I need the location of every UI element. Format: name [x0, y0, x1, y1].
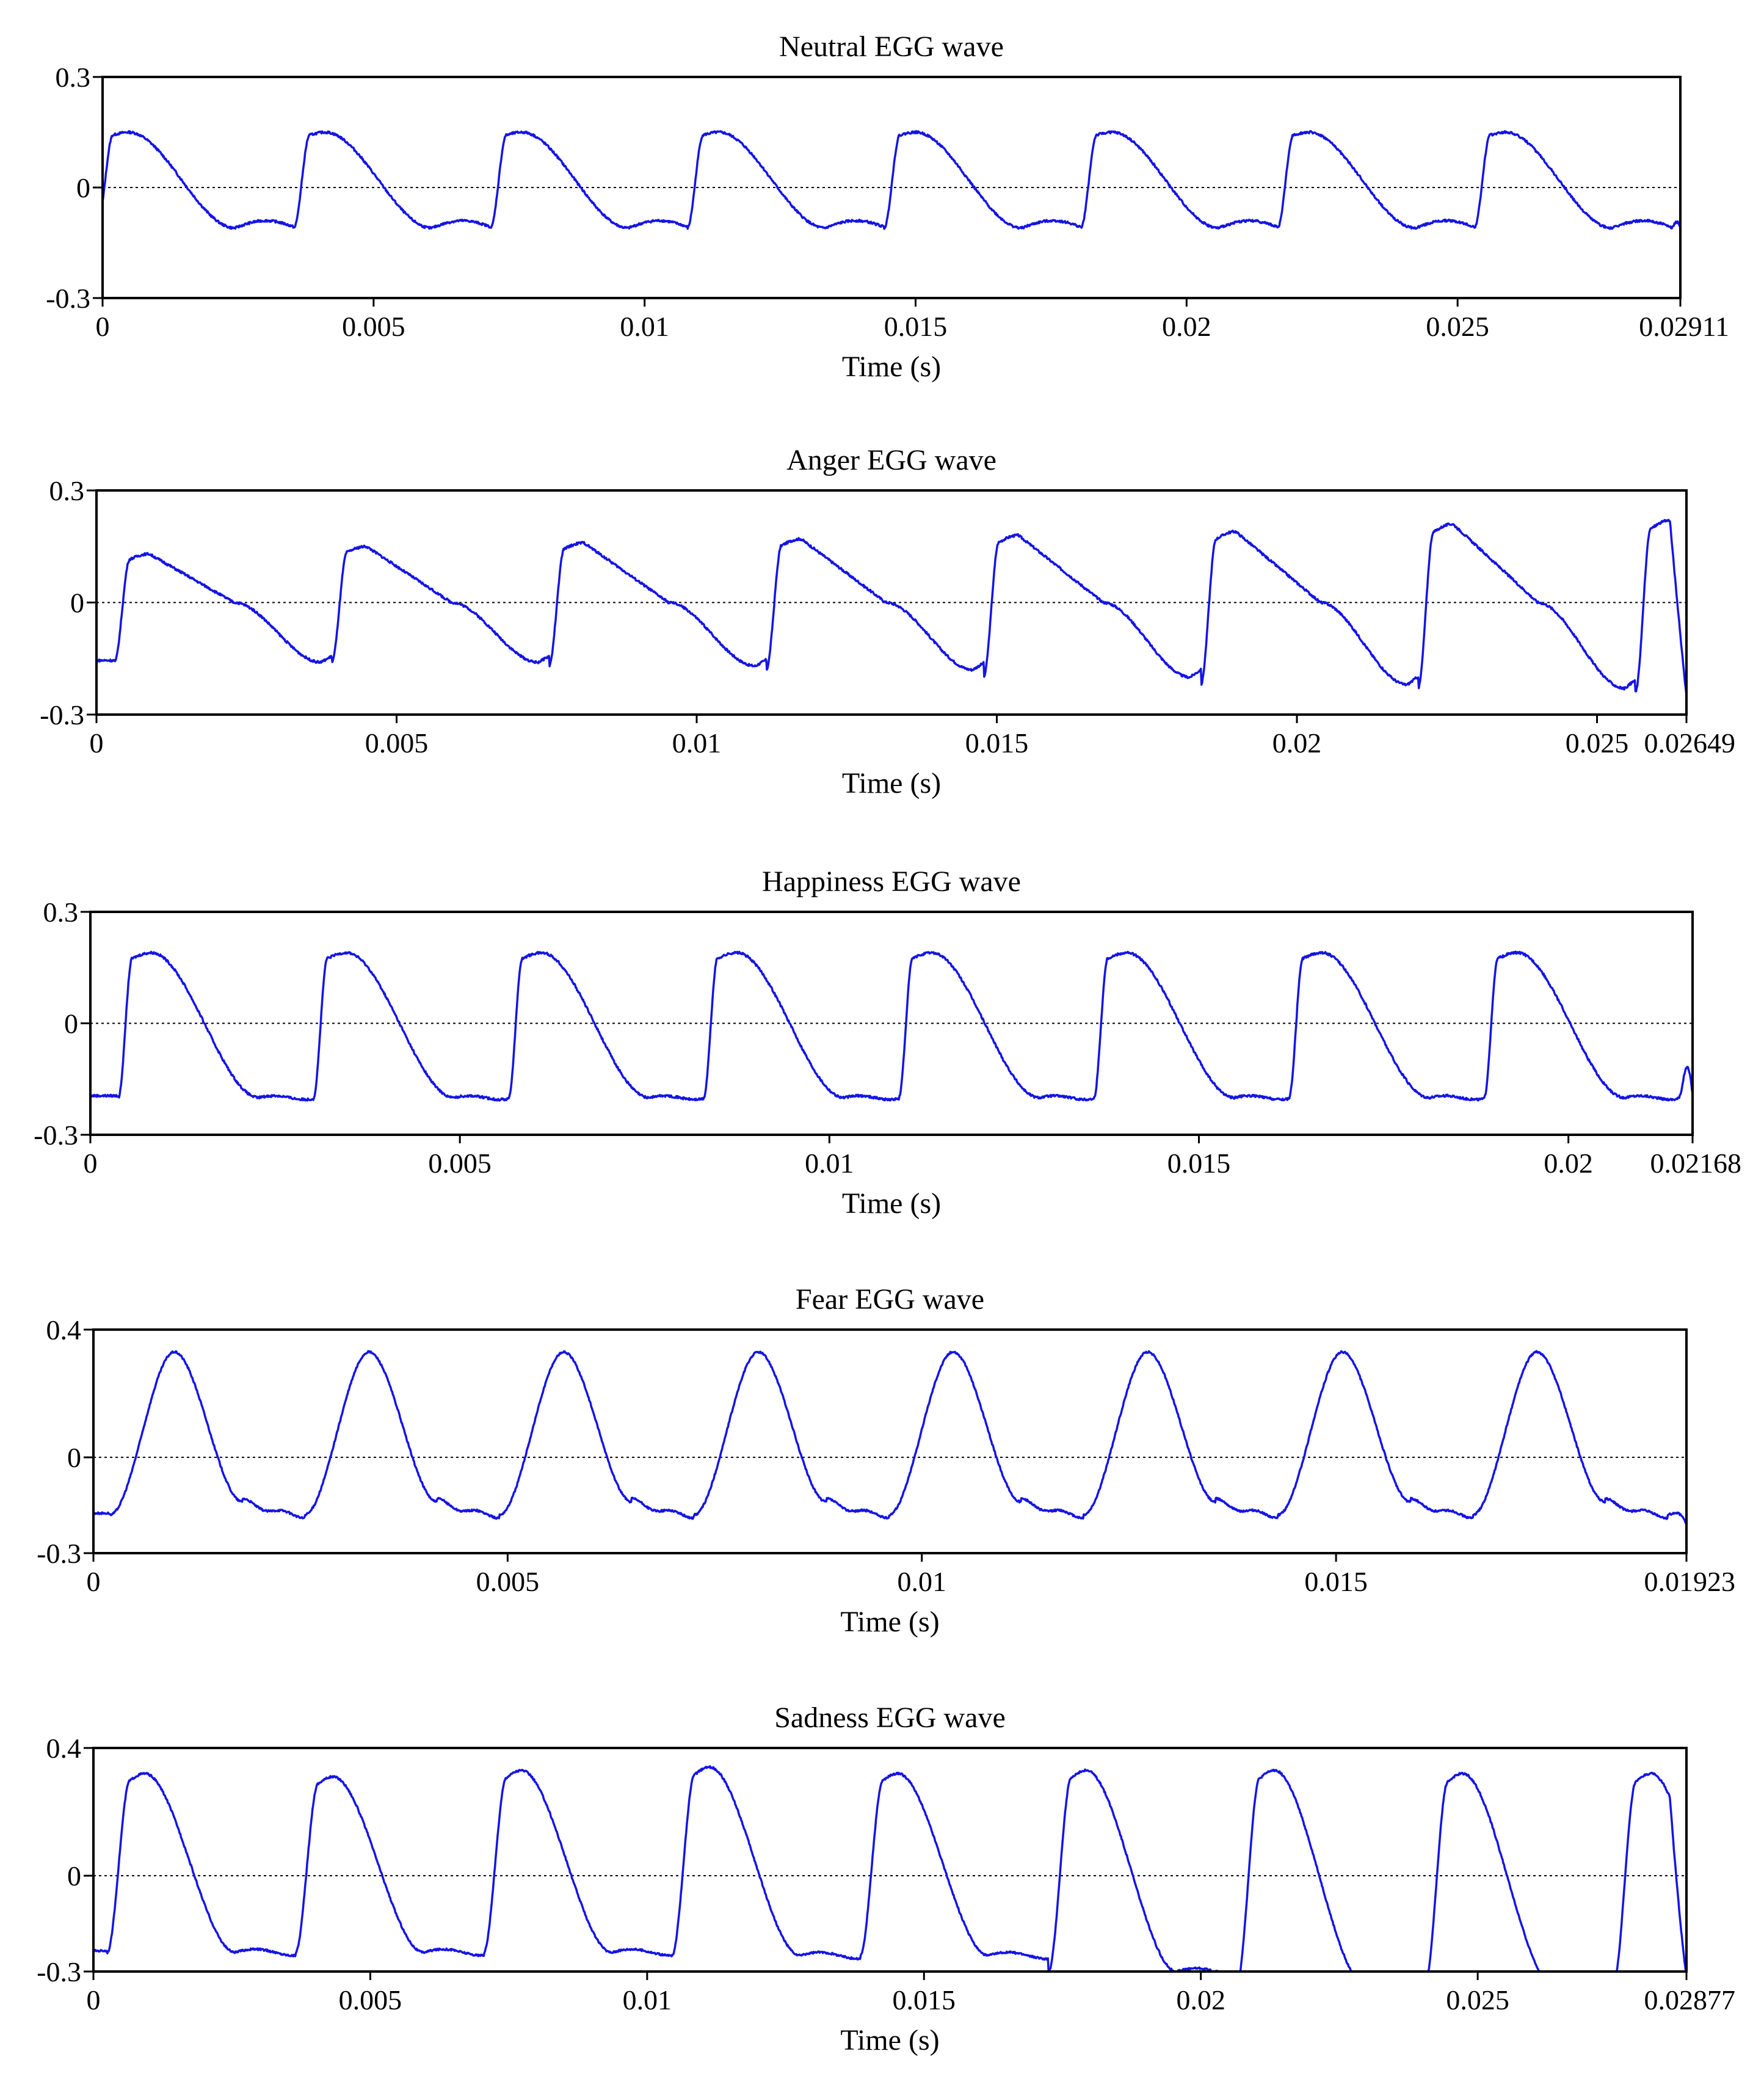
x-tick-label: 0.02: [1176, 1984, 1225, 2015]
x-tick-label: 0.02: [1162, 311, 1211, 342]
x-tick-label: 0.02168: [1650, 1148, 1742, 1179]
x-tick-label: 0.015: [884, 311, 948, 342]
x-tick-label: 0.015: [893, 1984, 956, 2015]
chart-title: Neutral EGG wave: [779, 31, 1004, 63]
x-axis-label: Time (s): [842, 767, 941, 799]
x-tick-label: 0: [84, 1148, 98, 1179]
x-tick-label: 0.015: [1167, 1148, 1231, 1179]
y-tick-label: 0: [64, 1008, 78, 1040]
waveform-line: [96, 519, 1688, 696]
x-tick-label: 0.005: [428, 1148, 492, 1179]
x-tick-label: 0.02: [1544, 1148, 1593, 1179]
y-tick-label: 0: [67, 1442, 81, 1473]
x-tick-label: 0.005: [342, 311, 405, 342]
y-tick-label: -0.3: [34, 1120, 78, 1151]
plot-frame: [89, 911, 1694, 1136]
y-tick-label: 0: [67, 1860, 81, 1892]
y-tick-label: -0.3: [40, 699, 84, 730]
x-tick-label: 0.025: [1446, 1984, 1509, 2015]
chart-title: Anger EGG wave: [786, 444, 996, 476]
waveform-line: [101, 129, 1682, 230]
x-axis-label: Time (s): [842, 351, 941, 383]
plot-frame: [92, 1747, 1688, 1973]
y-tick-label: -0.3: [46, 283, 90, 314]
x-tick-label: 0: [87, 1984, 101, 2015]
x-tick-label: 0.01: [805, 1148, 854, 1179]
x-tick-label: 0.005: [476, 1566, 540, 1597]
x-tick-label: 0.015: [965, 727, 1029, 759]
y-tick-label: 0.4: [46, 1314, 82, 1345]
x-tick-label: 0.01923: [1644, 1566, 1736, 1597]
x-tick-label: 0.005: [339, 1984, 402, 2015]
x-tick-label: 0.01: [620, 311, 669, 342]
x-tick-label: 0.01: [623, 1984, 672, 2015]
x-tick-label: 0: [90, 727, 104, 759]
y-tick-label: -0.3: [37, 1538, 81, 1569]
x-tick-label: 0.02877: [1644, 1984, 1736, 2015]
x-tick-label: 0: [96, 311, 110, 342]
y-tick-label: -0.3: [37, 1956, 81, 1987]
plot-frame: [92, 1328, 1688, 1554]
x-axis-label: Time (s): [840, 1606, 939, 1638]
x-tick-label: 0.02649: [1644, 727, 1736, 759]
y-tick-label: 0: [76, 172, 90, 203]
x-tick-label: 0: [87, 1566, 101, 1597]
waveform-line: [92, 1350, 1688, 1525]
chart-title: Happiness EGG wave: [762, 865, 1021, 898]
x-tick-label: 0.02911: [1639, 311, 1729, 342]
waveform-line: [89, 950, 1694, 1102]
y-tick-label: 0: [70, 588, 84, 619]
y-tick-label: 0.3: [56, 62, 91, 93]
x-axis-label: Time (s): [840, 2024, 939, 2056]
x-axis-label: Time (s): [842, 1187, 941, 1220]
waveform-line: [92, 1765, 1687, 1973]
y-tick-label: 0.4: [46, 1733, 82, 1764]
x-tick-label: 0.02: [1272, 727, 1322, 759]
x-tick-label: 0.005: [365, 727, 429, 759]
x-tick-label: 0.01: [897, 1566, 946, 1597]
y-tick-label: 0.3: [43, 897, 79, 928]
x-tick-label: 0.015: [1304, 1566, 1368, 1597]
x-tick-label: 0.01: [672, 727, 722, 759]
chart-title: Sadness EGG wave: [774, 1702, 1006, 1734]
chart-title: Fear EGG wave: [796, 1283, 984, 1316]
y-tick-label: 0.3: [49, 475, 85, 506]
x-tick-label: 0.025: [1426, 311, 1489, 342]
x-tick-label: 0.025: [1566, 727, 1629, 759]
